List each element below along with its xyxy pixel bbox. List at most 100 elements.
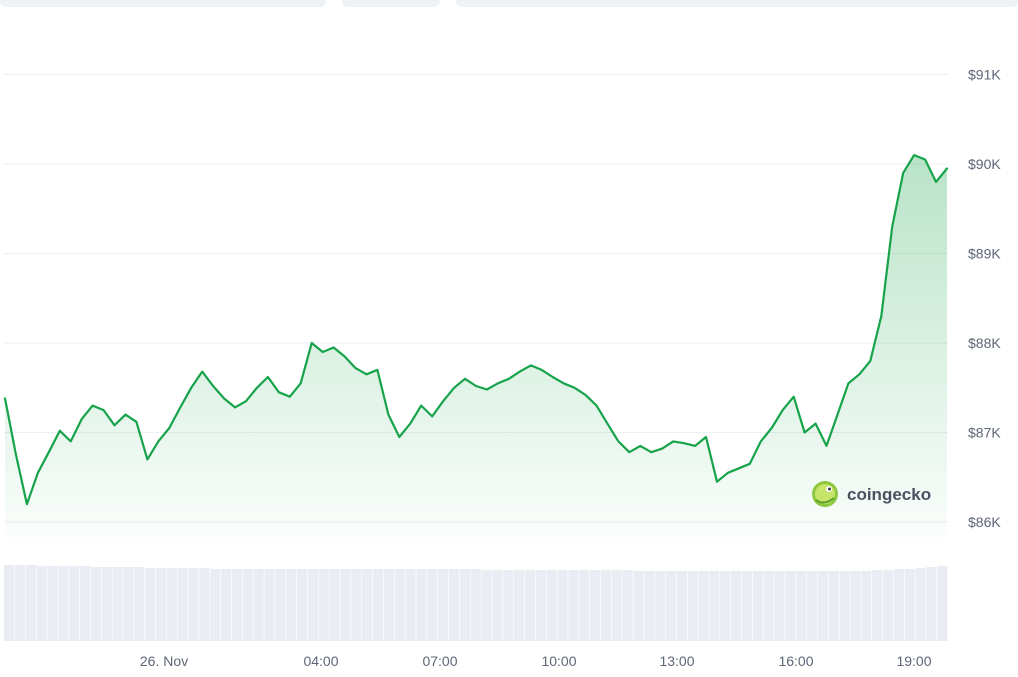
volume-bar — [915, 568, 926, 641]
volume-bar — [177, 568, 188, 641]
volume-bar — [405, 569, 416, 641]
price-area-fill — [5, 155, 947, 537]
top-tab-2[interactable] — [342, 0, 440, 7]
volume-bar — [286, 569, 297, 641]
volume-bar — [318, 569, 329, 641]
volume-bar — [698, 571, 709, 641]
volume-bar — [351, 569, 362, 641]
volume-bar — [199, 568, 210, 641]
volume-bar — [893, 569, 904, 641]
volume-bar — [123, 567, 134, 641]
volume-bar — [90, 567, 102, 641]
price-line — [3, 154, 949, 506]
volume-bar — [438, 569, 449, 641]
volume-bar — [36, 566, 47, 641]
volume-bar — [752, 571, 763, 641]
volume-bar — [242, 569, 253, 641]
volume-bar — [796, 571, 807, 641]
volume-bar — [69, 566, 80, 641]
volume-bar — [589, 570, 601, 641]
x-tick-label: 26. Nov — [140, 653, 188, 669]
volume-bar — [134, 567, 145, 641]
volume-bar — [579, 570, 590, 641]
volume-bar — [568, 570, 579, 641]
x-tick-label: 19:00 — [896, 653, 931, 669]
volume-bar — [307, 569, 319, 641]
volume-bar — [535, 570, 546, 641]
volume-bar — [362, 569, 373, 641]
volume-bar — [145, 568, 156, 641]
volume-bar — [622, 570, 633, 641]
volume-bar — [155, 568, 167, 641]
volume-bar — [253, 569, 264, 641]
volume-bar — [25, 565, 36, 641]
volume-bar — [459, 569, 470, 641]
volume-bar — [633, 571, 644, 641]
volume-bar — [872, 570, 883, 641]
volume-bar — [112, 567, 123, 641]
volume-bar — [676, 571, 687, 641]
volume-bar — [655, 571, 666, 641]
volume-bar — [296, 569, 308, 641]
top-tab-1[interactable] — [0, 0, 326, 7]
volume-bar — [600, 570, 612, 641]
volume-bar — [264, 569, 275, 641]
volume-bar — [720, 571, 731, 641]
volume-bar — [340, 569, 351, 641]
y-tick-label: $87K — [968, 425, 1001, 441]
volume-bar — [730, 571, 742, 641]
x-tick-label: 13:00 — [659, 653, 694, 669]
volume-bar — [58, 566, 69, 641]
y-tick-label: $89K — [968, 246, 1001, 262]
volume-bar — [47, 566, 58, 641]
volume-bar — [210, 569, 221, 641]
y-tick-label: $90K — [968, 156, 1001, 172]
y-tick-label: $86K — [968, 514, 1001, 530]
volume-bar — [416, 569, 427, 641]
x-axis-labels: 26. Nov 04:00 07:00 10:00 13:00 16:00 19:00 — [140, 653, 932, 669]
x-tick-label: 10:00 — [541, 653, 576, 669]
volume-bar — [839, 571, 850, 641]
volume-bar — [221, 569, 232, 641]
top-tab-strip — [0, 0, 1018, 10]
x-tick-label: 16:00 — [778, 653, 813, 669]
volume-bar — [644, 571, 655, 641]
volume-bar — [709, 571, 720, 641]
volume-bar — [372, 569, 384, 641]
volume-bar — [665, 571, 677, 641]
volume-bar — [481, 570, 492, 641]
volume-bar — [101, 567, 112, 641]
volume-bar — [492, 570, 503, 641]
volume-bar — [861, 571, 872, 641]
y-tick-label: $88K — [968, 335, 1001, 351]
volume-bar — [763, 571, 774, 641]
volume-bar — [828, 571, 839, 641]
volume-bar — [383, 569, 395, 641]
volume-bar — [806, 571, 818, 641]
volume-bars — [4, 565, 948, 641]
volume-bar — [926, 567, 937, 641]
volume-bar — [503, 570, 514, 641]
volume-bar — [329, 569, 340, 641]
volume-bar — [524, 570, 536, 641]
volume-bar — [4, 565, 15, 641]
volume-bar — [741, 571, 753, 641]
volume-bar — [687, 571, 698, 641]
volume-bar — [188, 568, 199, 641]
volume-bar — [231, 569, 243, 641]
x-tick-label: 04:00 — [303, 653, 338, 669]
top-tab-3[interactable] — [456, 0, 1018, 7]
volume-bar — [611, 570, 622, 641]
watermark-text: coingecko — [847, 485, 931, 504]
gecko-logo-icon — [812, 481, 838, 507]
volume-bar — [850, 571, 861, 641]
volume-bar — [448, 569, 460, 641]
coingecko-watermark: coingecko — [812, 481, 931, 507]
volume-bar — [394, 569, 405, 641]
volume-bar — [557, 570, 568, 641]
y-tick-label: $91K — [968, 67, 1001, 83]
volume-bar — [427, 569, 438, 641]
volume-bar — [166, 568, 178, 641]
volume-bar — [882, 570, 894, 641]
